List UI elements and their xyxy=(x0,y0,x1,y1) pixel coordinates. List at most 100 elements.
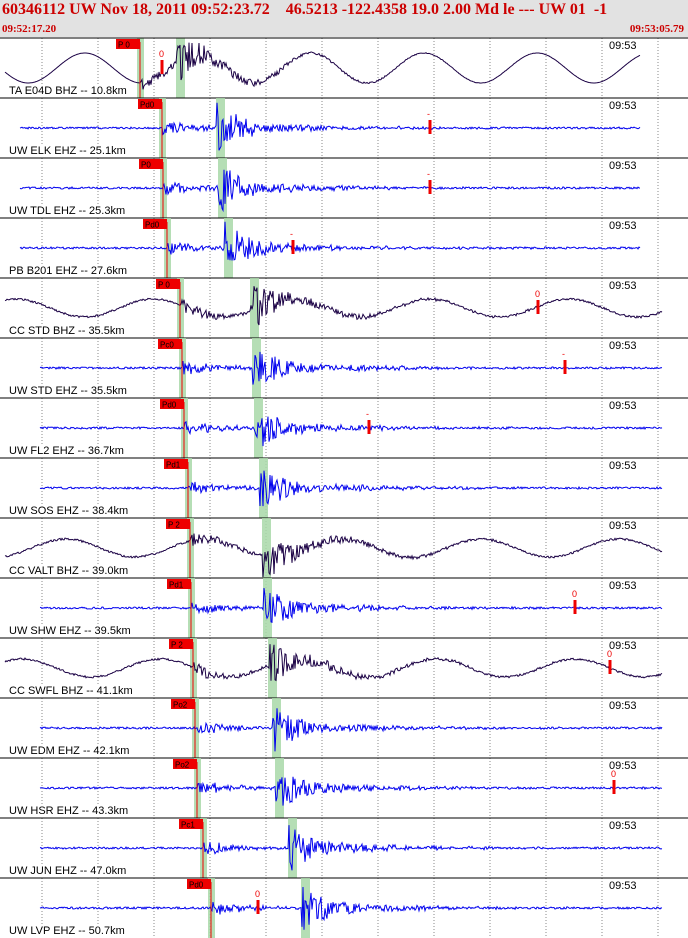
waveform-trace xyxy=(39,708,663,752)
pick-flag-label: Pd0 xyxy=(162,401,177,410)
pick-flag-label: P0 xyxy=(141,161,151,170)
coda-marker xyxy=(612,780,616,794)
pick-flag xyxy=(164,459,188,469)
waveform-trace xyxy=(39,351,663,385)
coda-marker-label: - xyxy=(290,229,293,239)
pick-flag xyxy=(167,579,191,589)
pick-flag-label: Pd0 xyxy=(145,221,160,230)
coda-marker xyxy=(428,120,432,134)
coda-marker-label: 0 xyxy=(611,769,616,779)
coda-marker xyxy=(536,300,540,314)
s-phase-band xyxy=(301,878,310,938)
pick-flag xyxy=(166,519,190,529)
trace-time-label: 09:53 xyxy=(609,700,637,712)
coda-marker xyxy=(428,180,432,194)
waveform-trace xyxy=(4,644,663,682)
pick-flag-label: Po2 xyxy=(175,761,190,770)
station-label: PB B201 EHZ -- 27.6km xyxy=(9,265,127,277)
s-phase-band xyxy=(250,278,259,338)
trace-time-label: 09:53 xyxy=(609,40,637,52)
station-label: UW JUN EHZ -- 47.0km xyxy=(9,865,127,877)
coda-marker-label: 0 xyxy=(159,49,164,59)
trace-time-label: 09:53 xyxy=(609,280,637,292)
pick-flag-label: Po2 xyxy=(173,701,188,710)
pick-flag xyxy=(116,39,140,49)
trace-time-label: 09:53 xyxy=(609,640,637,652)
waveform-trace xyxy=(39,416,663,447)
waveform-trace xyxy=(19,221,641,261)
trace-time-label: 09:53 xyxy=(609,400,637,412)
waveform-trace xyxy=(19,169,640,213)
waveform-trace xyxy=(39,825,663,871)
coda-marker xyxy=(160,60,164,74)
waveform-trace xyxy=(39,470,663,507)
pick-flag xyxy=(179,819,203,829)
s-phase-band xyxy=(216,98,225,158)
waveform-trace xyxy=(39,886,663,930)
pick-flag xyxy=(156,279,180,289)
coda-marker xyxy=(563,360,567,374)
coda-marker-label: - xyxy=(366,409,369,419)
pick-flag xyxy=(138,99,162,109)
s-phase-band xyxy=(252,338,261,398)
coda-marker-label: 0 xyxy=(255,889,260,899)
pick-flag-label: P 2 xyxy=(171,641,183,650)
coda-marker-label: - xyxy=(562,349,565,359)
waveform-trace xyxy=(19,102,641,151)
pick-flag xyxy=(187,879,211,889)
pick-flag xyxy=(169,639,193,649)
coda-marker xyxy=(573,600,577,614)
station-label: UW ELK EHZ -- 25.1km xyxy=(9,145,126,157)
coda-marker-label: 0 xyxy=(607,649,612,659)
pick-flag-label: Pd1 xyxy=(166,461,181,470)
pick-flag-label: P 0 xyxy=(158,281,170,290)
pick-flag xyxy=(143,219,167,229)
s-phase-band xyxy=(262,518,271,578)
pick-flag-label: Pc0 xyxy=(160,341,174,350)
waveform-trace xyxy=(4,533,663,578)
pick-flag-label: Pd0 xyxy=(140,101,155,110)
trace-time-label: 09:53 xyxy=(609,760,637,772)
s-phase-band xyxy=(263,578,272,638)
trace-time-label: 09:53 xyxy=(609,160,637,172)
station-label: UW LVP EHZ -- 50.7km xyxy=(9,925,125,937)
s-phase-band xyxy=(268,638,277,698)
coda-marker xyxy=(608,660,612,674)
pick-flag-label: Pd1 xyxy=(169,581,184,590)
event-header: 60346112 UW Nov 18, 2011 09:52:23.72 46.… xyxy=(0,0,688,37)
trace-time-label: 09:53 xyxy=(609,820,637,832)
station-label: CC VALT BHZ -- 39.0km xyxy=(9,565,129,577)
station-label: UW FL2 EHZ -- 36.7km xyxy=(9,445,124,457)
coda-marker xyxy=(256,900,260,914)
waveform-trace xyxy=(4,42,641,90)
s-phase-band xyxy=(224,218,233,278)
waveform-trace xyxy=(39,587,663,624)
start-time: 09:52:17.20 xyxy=(2,23,57,35)
trace-time-label: 09:53 xyxy=(609,220,637,232)
trace-time-label: 09:53 xyxy=(609,100,637,112)
station-label: UW SOS EHZ -- 38.4km xyxy=(9,505,129,517)
s-phase-band xyxy=(254,398,263,458)
waveform-trace xyxy=(39,776,663,806)
pick-flag xyxy=(139,159,163,169)
pick-flag-label: P 2 xyxy=(168,521,180,530)
coda-marker-label: 0 xyxy=(572,589,577,599)
trace-time-label: 09:53 xyxy=(609,460,637,472)
pick-flag-label: Pd0 xyxy=(189,881,204,890)
pick-flag xyxy=(160,399,184,409)
station-label: CC SWFL BHZ -- 41.1km xyxy=(9,685,133,697)
station-label: UW EDM EHZ -- 42.1km xyxy=(9,745,130,757)
pick-flag-label: Pc1 xyxy=(181,821,195,830)
trace-time-label: 09:53 xyxy=(609,880,637,892)
end-time: 09:53:05.79 xyxy=(629,23,684,35)
trace-time-label: 09:53 xyxy=(609,340,637,352)
event-title: 60346112 UW Nov 18, 2011 09:52:23.72 46.… xyxy=(2,1,608,18)
station-label: CC STD BHZ -- 35.5km xyxy=(9,325,125,337)
coda-marker-label: - xyxy=(427,109,430,119)
station-label: UW HSR EHZ -- 43.3km xyxy=(9,805,129,817)
coda-marker-label: 0 xyxy=(535,289,540,299)
trace-time-label: 09:53 xyxy=(609,580,637,592)
pick-flag-label: P 0 xyxy=(118,41,130,50)
coda-marker xyxy=(367,420,371,434)
